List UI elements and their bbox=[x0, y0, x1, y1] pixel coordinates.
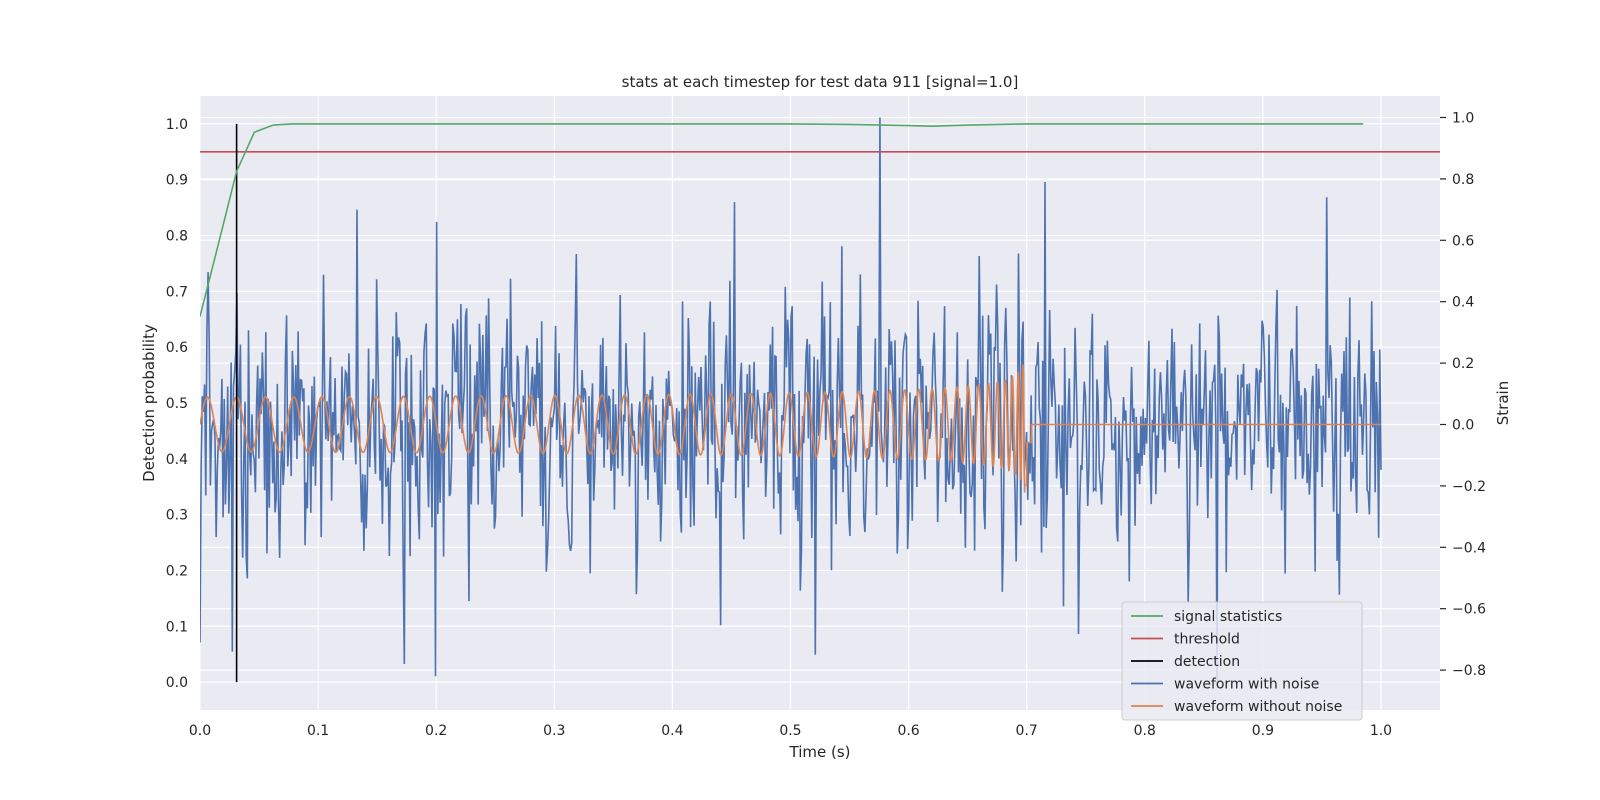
legend-box bbox=[1121, 601, 1363, 721]
chart-title: stats at each timestep for test data 911… bbox=[622, 73, 1019, 91]
y-right-tick-label: 1.0 bbox=[1452, 110, 1474, 126]
y-right-tick-label: −0.8 bbox=[1452, 663, 1486, 679]
x-axis-ticks: 0.0 0.1 0.2 0.3 0.4 0.5 0.6 0.7 0.8 0.9 1.0 bbox=[189, 723, 1392, 739]
y-left-axis-ticks: 0.0 0.1 0.2 0.3 0.4 0.5 0.6 0.7 0.8 0.9 1.0 bbox=[166, 117, 188, 691]
y-left-tick-label: 1.0 bbox=[166, 117, 188, 133]
y-left-tick-label: 0.4 bbox=[166, 452, 188, 468]
y-right-tick-label: 0.6 bbox=[1452, 233, 1474, 249]
y-left-tick-label: 0.8 bbox=[166, 229, 188, 245]
y-left-tick-label: 0.6 bbox=[166, 340, 188, 356]
y-right-tick-label: 0.4 bbox=[1452, 295, 1474, 311]
x-tick-label: 0.3 bbox=[543, 723, 565, 739]
legend-entry-label: detection bbox=[1174, 654, 1240, 670]
series-line-waveform-with-noise bbox=[200, 117, 1382, 686]
y-left-tick-label: 0.1 bbox=[166, 619, 188, 635]
y-right-tick-label: −0.6 bbox=[1452, 602, 1486, 618]
y-right-tick-label: 0.0 bbox=[1452, 417, 1474, 433]
x-tick-label: 0.7 bbox=[1016, 723, 1038, 739]
y-left-tick-label: 0.2 bbox=[166, 563, 188, 579]
x-tick-label: 0.0 bbox=[189, 723, 211, 739]
y-right-tick-label: 0.2 bbox=[1452, 356, 1474, 372]
y-left-tick-label: 0.9 bbox=[166, 173, 188, 189]
legend-entry-label: waveform with noise bbox=[1174, 677, 1319, 693]
series-line-waveform-without-noise bbox=[200, 364, 1381, 493]
x-tick-label: 0.5 bbox=[779, 723, 801, 739]
x-tick-label: 0.8 bbox=[1134, 723, 1156, 739]
legend-entry-label: threshold bbox=[1174, 632, 1240, 648]
y-right-tick-label: −0.2 bbox=[1452, 479, 1486, 495]
y-right-axis-ticks: −0.8 −0.6 −0.4 −0.2 0.0 0.2 0.4 0.6 0.8 1.0 bbox=[1440, 110, 1486, 679]
x-tick-label: 0.9 bbox=[1252, 723, 1274, 739]
x-tick-label: 0.1 bbox=[307, 723, 329, 739]
y-right-tick-label: 0.8 bbox=[1452, 172, 1474, 188]
y-right-axis-label: Strain bbox=[1494, 381, 1512, 425]
y-left-axis-label: Detection probability bbox=[140, 324, 158, 482]
legend-entry-label: signal statistics bbox=[1174, 609, 1282, 625]
x-tick-label: 0.2 bbox=[425, 723, 447, 739]
series-line-signal-statistics bbox=[200, 123, 1364, 317]
x-tick-label: 0.4 bbox=[661, 723, 683, 739]
x-tick-label: 1.0 bbox=[1370, 723, 1392, 739]
legend-entry-label: waveform without noise bbox=[1174, 699, 1342, 715]
y-left-tick-label: 0.0 bbox=[166, 675, 188, 691]
legend: signal statistics threshold detection wavef… bbox=[1121, 601, 1363, 721]
y-left-tick-label: 0.5 bbox=[166, 396, 188, 412]
y-left-tick-label: 0.3 bbox=[166, 508, 188, 524]
y-right-tick-label: −0.4 bbox=[1452, 540, 1486, 556]
series-layer bbox=[200, 117, 1440, 686]
x-tick-label: 0.6 bbox=[897, 723, 919, 739]
x-axis-label: Time (s) bbox=[789, 743, 851, 761]
y-left-tick-label: 0.7 bbox=[166, 284, 188, 300]
